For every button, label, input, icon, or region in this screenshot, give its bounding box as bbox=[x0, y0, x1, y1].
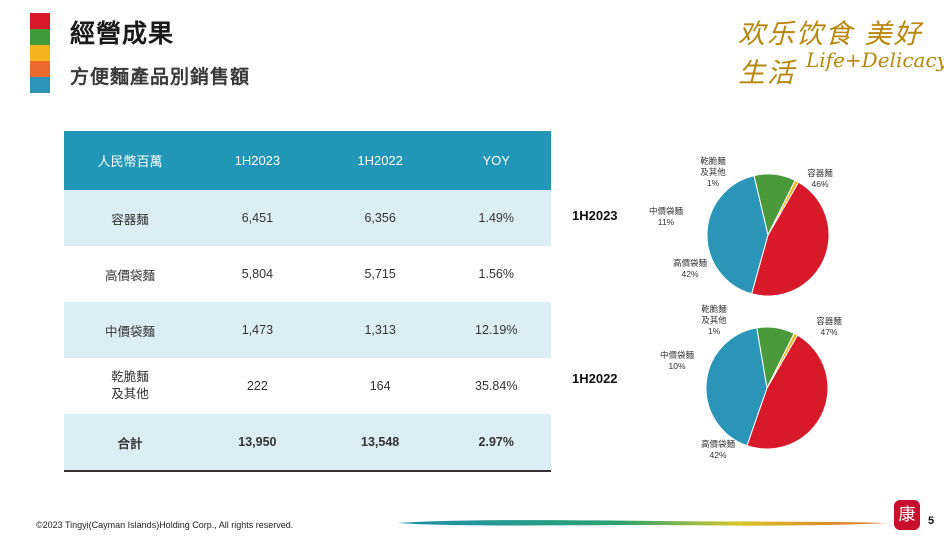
cell-1h2022: 1,313 bbox=[318, 302, 442, 358]
cell-1h2022: 6,356 bbox=[318, 190, 442, 246]
total-yoy: 2.97% bbox=[441, 414, 551, 472]
page-number: 5 bbox=[928, 515, 935, 527]
pie-slice-label: 容器麵 47% bbox=[816, 316, 842, 337]
header-yoy: YOY bbox=[441, 131, 551, 190]
header-1h2022: 1H2022 bbox=[318, 131, 442, 190]
table-row: 容器麵 6,451 6,356 1.49% bbox=[64, 190, 551, 246]
pie-charts: 容器麵 46% 高價袋麵 42% 中價袋麵 11% 乾脆麵及其他 1% 容器麵 47% 高價袋麵 42… bbox=[649, 156, 842, 460]
row-label: 乾脆麵 及其他 bbox=[111, 370, 149, 401]
row-label: 中價袋麵 bbox=[64, 302, 196, 358]
page-title: 經營成果 bbox=[70, 20, 175, 48]
cell-yoy: 35.84% bbox=[475, 379, 518, 393]
accent-green bbox=[30, 29, 50, 45]
pie-slice-label: 乾脆麵及其他 1% bbox=[701, 304, 727, 336]
pie-slice-label: 高價袋麵 42% bbox=[673, 258, 708, 279]
header-1h2023: 1H2023 bbox=[196, 131, 319, 190]
cell-1h2022: 164 bbox=[369, 379, 391, 393]
pie-slice bbox=[766, 332, 799, 389]
table-row: 高價袋麵 5,804 5,715 1.56% bbox=[64, 246, 551, 302]
kang-seal-icon: 康 bbox=[894, 500, 920, 530]
total-1h2022: 13,548 bbox=[318, 414, 442, 472]
accent-orange bbox=[30, 61, 50, 77]
row-label: 容器麵 bbox=[64, 190, 196, 246]
pie-slice bbox=[746, 334, 829, 450]
page-subtitle: 方便麵產品別銷售額 bbox=[70, 67, 251, 88]
table-row: 中價袋麵 1,473 1,313 12.19% bbox=[64, 302, 551, 358]
pie-slice bbox=[706, 175, 769, 295]
pie-slice-label: 中價袋麵 10% bbox=[660, 350, 695, 371]
pie-slice-label: 乾脆麵及其他 1% bbox=[700, 156, 726, 188]
cell-yoy: 1.49% bbox=[441, 190, 551, 246]
pie-slice bbox=[767, 179, 800, 236]
cell-1h2023: 5,804 bbox=[241, 267, 274, 281]
pie-slice bbox=[750, 181, 830, 297]
cell-yoy: 12.19% bbox=[441, 302, 551, 358]
cell-1h2023: 6,451 bbox=[196, 190, 319, 246]
decorative-brush-stroke bbox=[398, 520, 886, 526]
row-label: 高價袋麵 bbox=[104, 268, 155, 283]
total-1h2023: 13,950 bbox=[196, 414, 319, 472]
cell-1h2023: 1,473 bbox=[196, 302, 319, 358]
logo-chinese-text: 欢乐饮食 美好生活 bbox=[738, 19, 923, 89]
copyright-text: ©2023 Tingyi(Cayman Islands)Holding Corp… bbox=[36, 520, 294, 530]
table-header-row: 人民幣百萬 1H2023 1H2022 YOY bbox=[64, 131, 551, 190]
accent-red bbox=[30, 13, 50, 29]
pie-slice-label: 中價袋麵 11% bbox=[649, 206, 684, 227]
pie-period-label-1h2023: 1H2023 bbox=[572, 208, 618, 223]
pie-slice bbox=[705, 327, 768, 447]
logo-english-text: Life+Delicacy bbox=[806, 48, 944, 72]
table-total-row: 合計 13,950 13,548 2.97% bbox=[64, 414, 551, 472]
brand-logo: 欢乐饮食 美好生活 Life+Delicacy bbox=[738, 12, 944, 89]
cell-1h2023: 222 bbox=[246, 379, 268, 393]
accent-color-bar bbox=[30, 13, 50, 93]
pie-slice-label: 容器麵 46% bbox=[807, 168, 833, 189]
accent-yellow bbox=[30, 45, 50, 61]
total-label: 合計 bbox=[64, 414, 196, 472]
pie-period-label-1h2022: 1H2022 bbox=[572, 371, 618, 386]
table-row: 乾脆麵 及其他 222 164 35.84% bbox=[64, 358, 551, 414]
pie-slice-label: 高價袋麵 42% bbox=[701, 439, 736, 460]
accent-blue bbox=[30, 77, 50, 93]
sales-table: 人民幣百萬 1H2023 1H2022 YOY 容器麵 6,451 6,356 … bbox=[64, 131, 551, 472]
cell-yoy: 1.56% bbox=[478, 267, 514, 281]
header-unit: 人民幣百萬 bbox=[64, 131, 196, 190]
cell-1h2022: 5,715 bbox=[364, 267, 396, 281]
